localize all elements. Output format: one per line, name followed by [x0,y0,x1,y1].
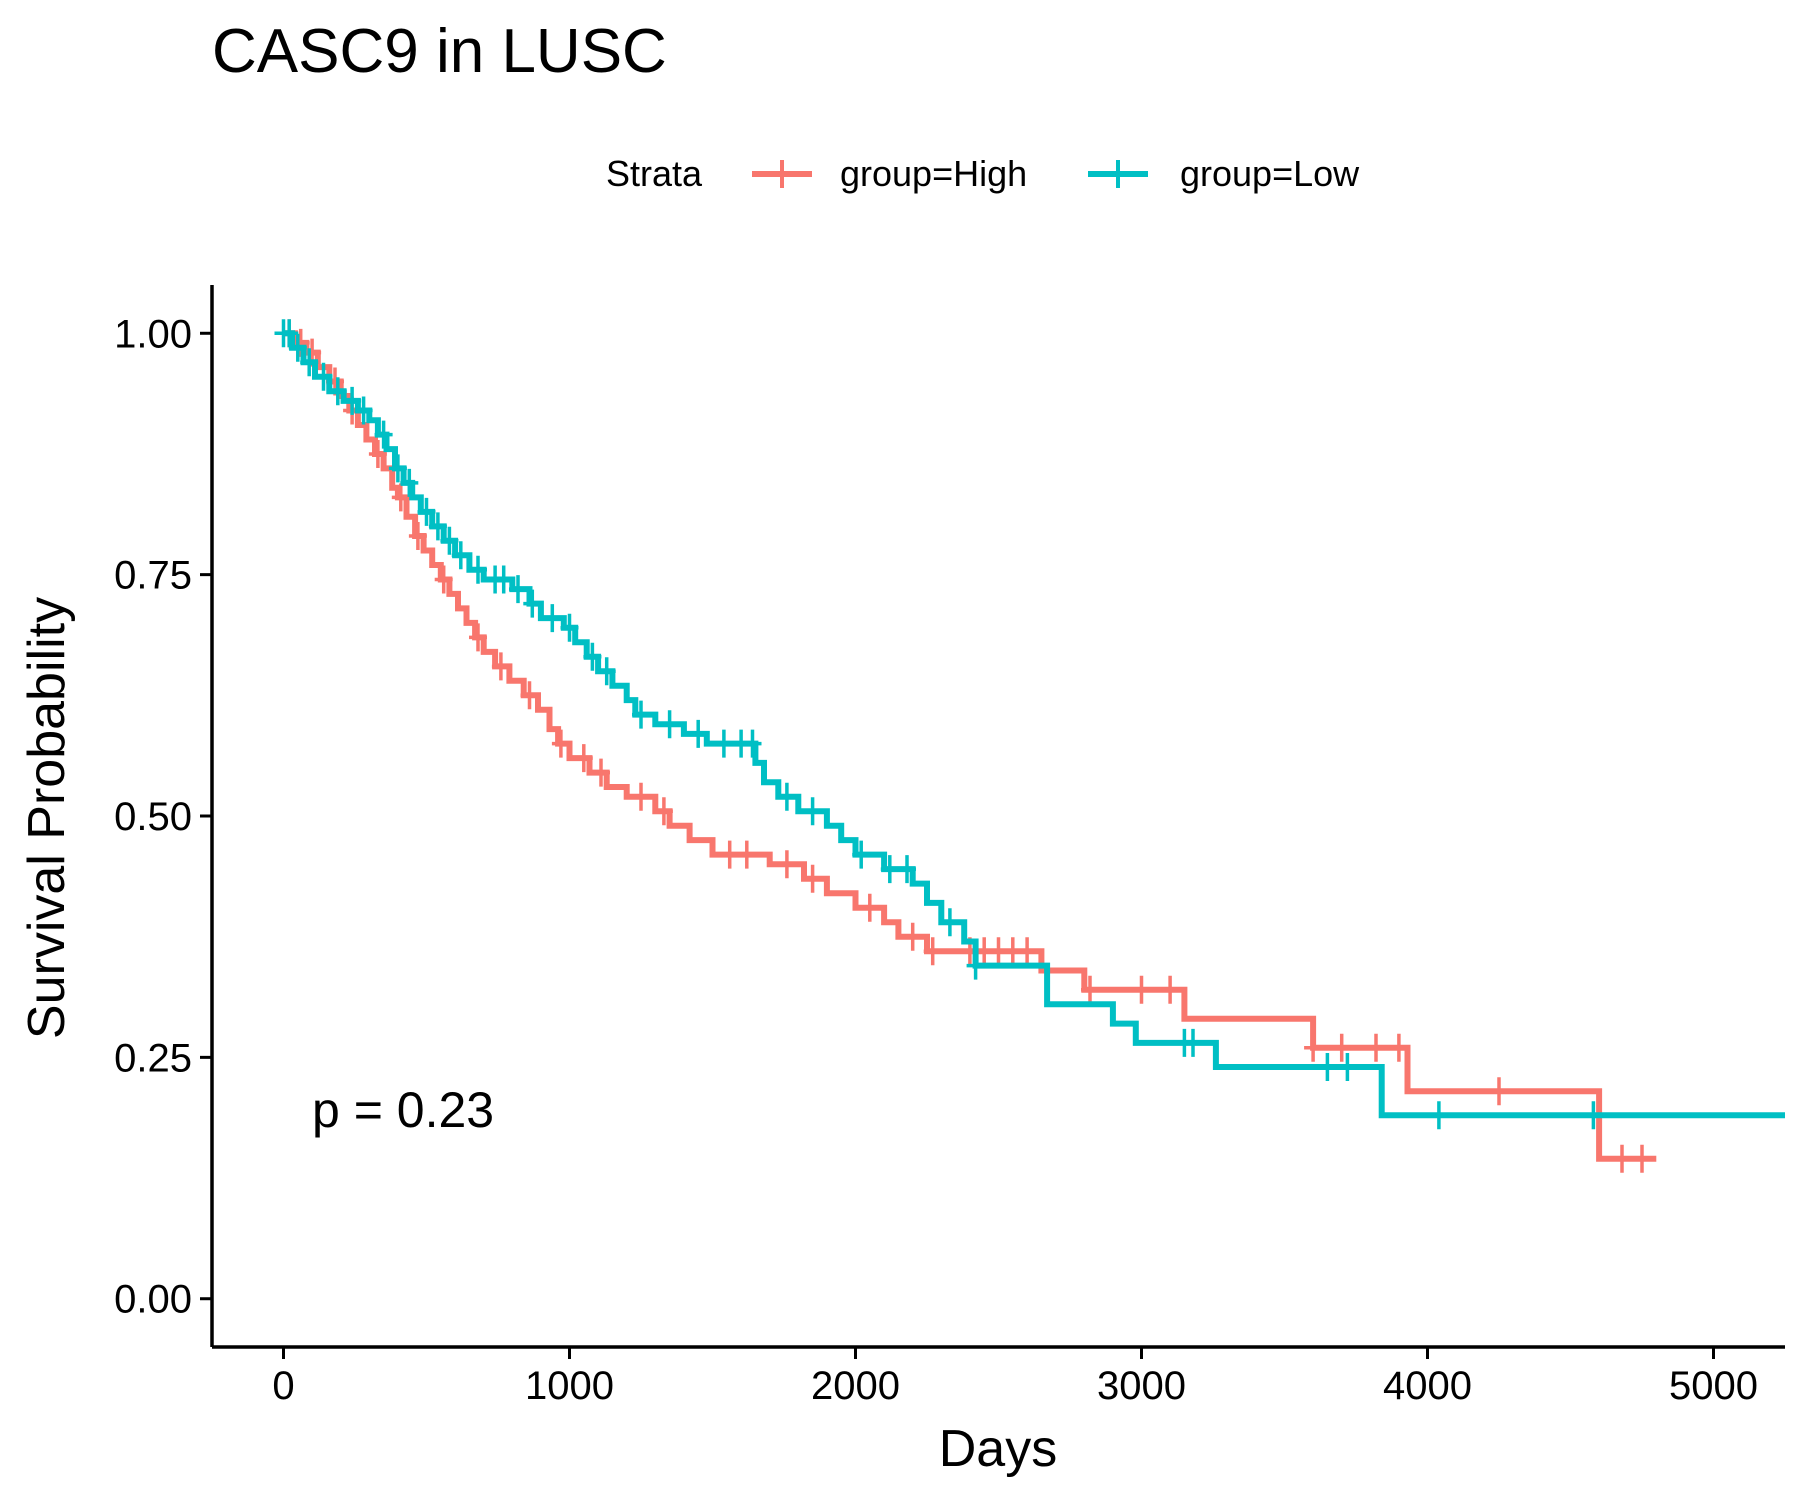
censor-mark-low [417,497,436,526]
censor-mark-low [1318,1053,1337,1081]
x-axis-title: Days [939,1420,1057,1478]
censor-mark-high [408,522,427,550]
censor-mark-low [543,604,562,633]
censor-mark-low [328,377,347,406]
censor-mark-low [597,657,616,686]
x-tick-label: 2000 [811,1364,900,1408]
y-tick-label: 0.50 [114,795,192,839]
y-tick-label: 0.25 [114,1036,192,1080]
censor-mark-low [940,908,959,937]
censor-mark-high [720,840,739,869]
censor-mark-low [898,855,916,884]
legend-item-high: group=High [752,153,1027,194]
x-tick-label: 5000 [1669,1364,1758,1408]
censor-mark-high [1367,1033,1385,1062]
censor-mark-high [923,937,942,966]
censor-mark-high [592,758,610,787]
chart-title: CASC9 in LUSC [212,17,667,86]
censor-mark-low [388,454,407,483]
censor-mark-low [280,319,299,348]
censor-mark-low [1184,1028,1202,1057]
censor-mark-low [440,526,459,555]
plot-area: 0 1000 2000 3000 4000 5000 0.00 0.25 0.50 0.75 1.0… [114,285,1785,1408]
p-value-annotation: p = 0.23 [312,1082,494,1138]
censor-mark-low [374,420,393,449]
censor-mark-low [689,719,708,748]
censor-mark-high [434,565,453,594]
survival-curve-high [283,330,1657,1162]
x-tick-label: 1000 [525,1364,614,1408]
censor-mark-low [632,700,650,729]
censor-mark-low [966,951,985,980]
censor-mark-low [469,555,487,584]
censor-mark-high [803,864,822,893]
legend-title: Strata [606,153,703,194]
series-low [274,319,1785,1130]
censor-mark-high [1132,975,1151,1004]
censor-mark-low [1584,1101,1603,1130]
censor-mark-low [1429,1101,1448,1130]
y-tick-label: 0.00 [114,1278,192,1322]
censor-mark-low [509,575,527,604]
legend-item-low: group=Low [1088,153,1360,194]
censor-mark-low [852,840,871,869]
axes-layer: 0 1000 2000 3000 4000 5000 0.00 0.25 0.50 0.75 1.0… [114,285,1785,1408]
y-tick-label: 1.00 [114,312,192,356]
censor-mark-high [491,652,510,681]
censor-mark-high [654,797,673,826]
censor-mark-low [714,729,733,758]
censor-mark-high [1304,1033,1323,1062]
censor-mark-low [400,468,419,497]
censor-mark-low [880,855,899,884]
censor-mark-high [368,440,387,468]
censor-mark-low [451,541,470,570]
censor-mark-high [1613,1144,1631,1173]
x-tick-label: 4000 [1383,1364,1472,1408]
censor-mark-low [660,710,679,739]
censor-mark-high [1161,975,1180,1004]
censor-mark-high [520,681,539,710]
censor-mark-high [391,483,410,512]
censor-mark-high [1633,1144,1651,1173]
x-tick-label: 3000 [1097,1364,1186,1408]
censor-mark-high [1081,975,1099,1004]
censor-mark-high [1018,937,1037,966]
censor-mark-high [632,782,650,811]
censor-mark-low [300,348,319,377]
censor-mark-low [428,512,447,541]
censor-mark-high [777,850,796,879]
censor-mark-low [523,589,542,618]
censor-mark-high [1490,1077,1508,1106]
series-layer [274,319,1785,1173]
censor-mark-low [777,782,796,811]
censor-mark-low [560,613,579,642]
censor-mark-low [583,642,602,671]
y-tick-label: 0.75 [114,554,192,598]
censor-mark-high [469,623,487,652]
censor-mark-high [737,840,756,869]
censor-mark-high [1389,1033,1408,1062]
legend-label-low: group=Low [1180,153,1360,194]
censor-mark-low [494,565,513,594]
censor-mark-low [743,729,762,758]
y-axis-title: Survival Probability [18,597,76,1039]
censor-mark-low [314,362,333,391]
censor-mark-high [551,729,570,758]
censor-mark-low [354,396,373,425]
censor-mark-low [343,386,362,415]
legend: Strata group=High group=Low [606,153,1360,194]
censor-mark-low [288,333,307,362]
legend-label-high: group=High [840,153,1027,194]
censor-mark-high [903,922,922,951]
x-tick-label: 0 [272,1364,294,1408]
censor-mark-high [860,893,879,922]
censor-mark-low [1338,1053,1357,1081]
censor-mark-high [1332,1033,1351,1062]
censor-mark-high [574,744,593,773]
censor-mark-low [803,797,822,826]
